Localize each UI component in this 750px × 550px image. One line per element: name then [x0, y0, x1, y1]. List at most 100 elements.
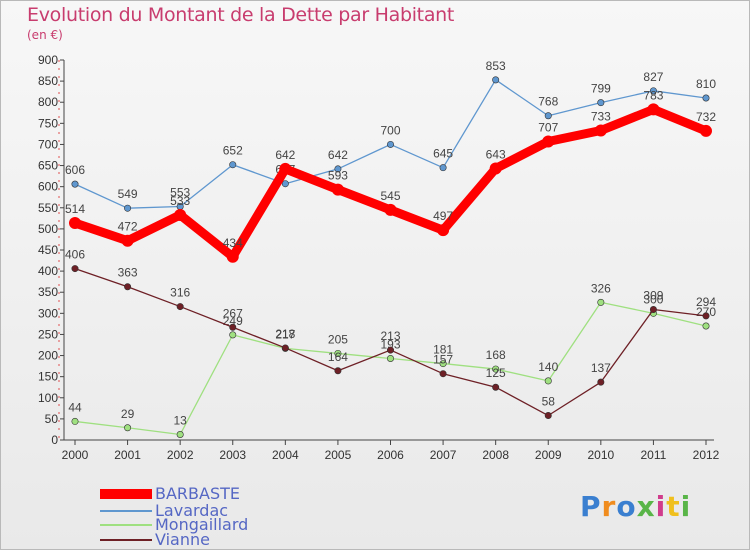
data-point	[439, 360, 447, 368]
data-label: 642	[275, 148, 295, 162]
data-label: 606	[65, 163, 85, 177]
y-tick-label: 500	[38, 222, 58, 236]
data-point	[124, 204, 132, 212]
y-tick-label: 450	[38, 243, 58, 257]
y-tick-label: 800	[38, 95, 58, 109]
x-tick-label: 2000	[62, 448, 89, 462]
x-tick-label: 2011	[641, 448, 667, 462]
y-tick-label: 100	[38, 391, 58, 405]
data-label: 768	[538, 95, 558, 109]
y-tick-label: 150	[38, 370, 58, 384]
data-label: 44	[68, 400, 82, 414]
x-tick-label: 2001	[114, 448, 141, 462]
data-point	[334, 165, 342, 173]
data-label: 853	[486, 59, 506, 73]
x-tick-label: 2002	[167, 448, 194, 462]
data-point	[334, 349, 342, 357]
data-label: 472	[118, 220, 138, 234]
data-point	[229, 323, 237, 331]
data-label: 642	[328, 148, 348, 162]
y-tick-label: 600	[38, 180, 58, 194]
data-label: 217	[275, 327, 295, 341]
data-point	[176, 303, 184, 311]
data-label: 309	[643, 289, 663, 303]
data-point	[384, 203, 397, 216]
data-label: 140	[538, 360, 558, 374]
data-point	[124, 283, 132, 291]
data-point	[69, 216, 81, 229]
data-label: 533	[170, 194, 190, 208]
data-label: 733	[591, 110, 611, 124]
y-tick-label: 550	[38, 201, 58, 215]
data-point	[544, 112, 552, 120]
data-label: 643	[486, 148, 506, 162]
data-point	[229, 331, 237, 339]
data-label: 827	[643, 70, 663, 84]
data-point	[597, 298, 605, 306]
data-point	[544, 412, 552, 420]
data-label: 300	[643, 292, 663, 306]
data-label: 434	[223, 236, 243, 250]
data-label: 213	[380, 329, 400, 343]
data-point	[492, 76, 500, 84]
legend-label-vianne: Vianne	[155, 530, 210, 549]
data-label: 645	[433, 147, 453, 161]
data-point	[647, 103, 660, 116]
y-tick-label: 650	[38, 159, 58, 173]
data-point	[439, 164, 447, 172]
x-tick-label: 2004	[272, 448, 299, 462]
data-label: 58	[542, 395, 556, 409]
data-point	[594, 124, 607, 137]
data-label: 514	[65, 202, 85, 216]
y-tick-label: 850	[38, 74, 58, 88]
logo-letter: t	[666, 490, 681, 523]
data-label: 553	[170, 186, 190, 200]
data-label: 294	[696, 295, 716, 309]
data-point	[124, 424, 132, 432]
x-tick-label: 2005	[325, 448, 352, 462]
y-tick-label: 50	[45, 412, 59, 426]
x-tick-label: 2007	[430, 448, 457, 462]
data-label: 137	[591, 361, 611, 375]
data-label: 652	[223, 144, 243, 158]
data-label: 29	[121, 407, 135, 421]
data-label: 218	[275, 327, 295, 341]
data-point	[702, 94, 710, 102]
data-label: 267	[223, 306, 243, 320]
chart-title: Evolution du Montant de la Dette par Hab…	[27, 4, 455, 26]
data-point	[71, 265, 79, 273]
logo-letter: i	[680, 490, 692, 523]
logo-letter: r	[601, 490, 617, 523]
legend-label-barbaste: BARBASTE	[155, 484, 240, 503]
data-point	[702, 312, 710, 320]
x-tick-label: 2010	[587, 448, 614, 462]
proxiti-logo: Proxiti	[580, 490, 691, 523]
data-point	[71, 180, 79, 188]
data-point	[439, 370, 447, 378]
data-label: 316	[170, 286, 190, 300]
data-point	[597, 378, 605, 386]
x-tick-label: 2008	[482, 448, 509, 462]
data-point	[700, 124, 712, 137]
data-label: 125	[486, 366, 506, 380]
data-label: 326	[591, 281, 611, 295]
data-point	[597, 99, 605, 107]
data-point	[544, 377, 552, 385]
unit-label: (en €)	[27, 28, 63, 42]
data-label: 593	[328, 169, 348, 183]
logo-letter: o	[616, 490, 637, 523]
data-point	[649, 306, 657, 314]
y-tick-label: 200	[38, 349, 58, 363]
legend-swatch-barbaste	[100, 489, 152, 499]
data-point	[386, 355, 394, 363]
data-point	[279, 162, 292, 175]
x-tick-label: 2003	[219, 448, 246, 462]
y-tick-label: 350	[38, 285, 58, 299]
data-label: 249	[223, 314, 243, 328]
y-tick-label: 400	[38, 264, 58, 278]
data-point	[281, 344, 289, 352]
data-point	[229, 161, 237, 169]
data-point	[649, 87, 657, 95]
logo-letter: x	[636, 490, 656, 523]
